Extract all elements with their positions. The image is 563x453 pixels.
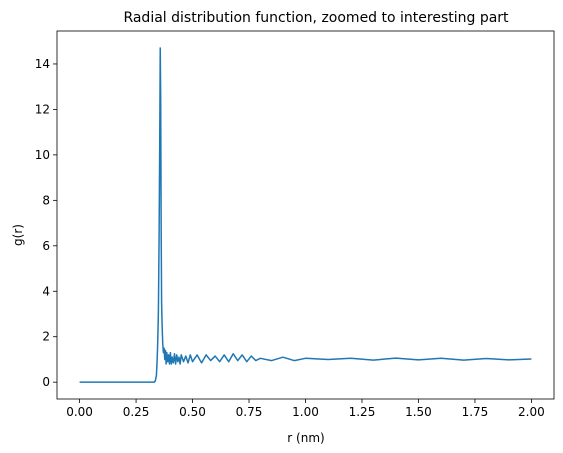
y-tick-label: 2 (42, 330, 50, 344)
y-tick-label: 0 (42, 375, 50, 389)
x-tick-label: 0.75 (236, 405, 263, 419)
chart-title: Radial distribution function, zoomed to … (123, 10, 509, 26)
y-tick-label: 10 (35, 148, 50, 162)
series-line-0 (79, 47, 532, 383)
x-tick-label: 0.50 (179, 405, 206, 419)
x-tick-label: 0.00 (66, 405, 93, 419)
y-tick-label: 14 (35, 57, 50, 71)
x-tick-label: 2.00 (518, 405, 545, 419)
y-axis-label: g(r) (11, 224, 25, 246)
y-tick-label: 4 (42, 284, 50, 298)
x-tick-label: 1.00 (292, 405, 319, 419)
x-axis-label: r (nm) (287, 431, 324, 445)
x-tick-label: 1.25 (349, 405, 376, 419)
y-tick-label: 6 (42, 239, 50, 253)
x-tick-label: 0.25 (123, 405, 150, 419)
x-tick-label: 1.75 (462, 405, 489, 419)
x-tick-label: 1.50 (405, 405, 432, 419)
y-tick-label: 12 (35, 102, 50, 116)
plot-area: 0.00 0.25 0.50 0.75 1.00 1.25 1.50 1.75 2.00 0 2 4 6… (35, 30, 555, 419)
y-tick-label: 8 (42, 193, 50, 207)
